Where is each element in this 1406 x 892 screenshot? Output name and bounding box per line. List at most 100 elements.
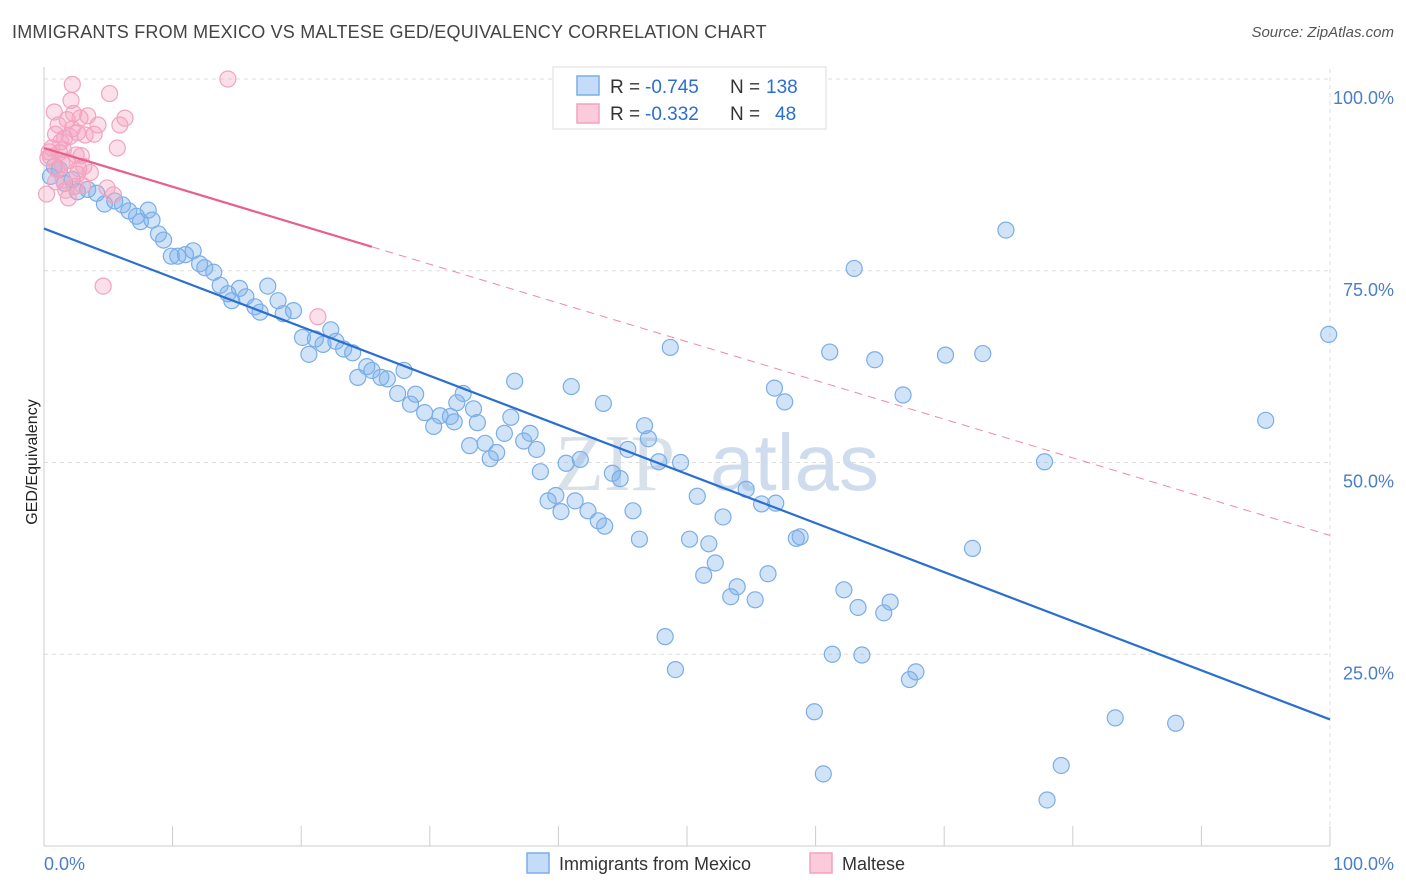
point-s0-97: [746, 591, 764, 609]
point-s0-70: [547, 486, 565, 505]
point-s0-57: [448, 394, 466, 412]
point-s0-49: [389, 384, 407, 403]
point-s0-136: [481, 450, 499, 468]
point-s1-32: [89, 116, 107, 134]
point-s0-123: [1106, 709, 1124, 727]
watermark-atlas: atlas: [710, 418, 879, 507]
point-s0-83: [635, 417, 654, 435]
stats-swatch-maltese: [576, 103, 600, 124]
stats-swatch-mexico: [576, 75, 600, 96]
point-s0-93: [714, 508, 732, 526]
point-s0-104: [666, 660, 685, 679]
point-s0-88: [680, 530, 699, 548]
point-s0-17: [154, 231, 173, 249]
point-s0-73: [566, 492, 584, 510]
point-s1-33: [94, 277, 112, 295]
stats-r-label-mexico: R =: [610, 77, 640, 98]
point-s0-134: [791, 528, 809, 546]
point-s0-124: [1167, 714, 1185, 732]
tick-labels: 25.0% 50.0% 75.0% 100.0% 0.0% 100.0%: [44, 88, 1394, 874]
point-s0-71: [552, 502, 570, 521]
point-s0-51: [401, 395, 420, 413]
point-s0-86: [661, 338, 679, 357]
point-s1-30: [81, 163, 99, 182]
point-s0-121: [1038, 791, 1056, 809]
point-s0-75: [579, 502, 597, 520]
point-s0-101: [776, 393, 794, 411]
x-tick-label-0: 0.0%: [44, 854, 85, 874]
point-s0-9: [106, 192, 124, 210]
stats-r-value-maltese: -0.332: [645, 104, 699, 125]
point-s1-46: [68, 124, 87, 142]
trend-line-s1-solid: [43, 146, 373, 248]
stats-n-value-mexico: 138: [766, 77, 798, 98]
point-s0-112: [875, 604, 893, 622]
point-s0-81: [624, 502, 642, 520]
point-s0-74: [571, 450, 589, 469]
point-s0-18: [162, 247, 180, 265]
bottom-legend: Immigrants from Mexico Maltese: [526, 852, 905, 874]
point-s0-67: [527, 440, 546, 459]
point-s0-118: [974, 344, 992, 363]
point-s0-63: [495, 424, 513, 442]
point-s0-33: [269, 292, 287, 310]
point-s1-15: [58, 111, 76, 129]
point-s0-95: [728, 578, 746, 596]
point-s0-115: [907, 663, 925, 681]
x-tick-label-1: 100.0%: [1333, 854, 1394, 874]
point-s0-84: [639, 430, 658, 448]
point-s0-23: [196, 259, 214, 277]
point-s1-5: [45, 103, 63, 121]
point-s0-77: [596, 517, 614, 535]
point-s0-35: [284, 302, 303, 320]
point-s0-107: [823, 645, 841, 663]
stats-r-label-maltese: R =: [610, 104, 640, 125]
point-s1-44: [46, 173, 65, 191]
legend-swatch-mexico: [526, 852, 550, 874]
stats-n-label-mexico: N =: [730, 77, 760, 98]
point-s0-92: [706, 554, 724, 572]
point-s0-133: [594, 394, 613, 413]
point-s1-19: [63, 75, 81, 93]
stats-legend-box: R = -0.745 N = 138 R = -0.332 N = 48: [552, 66, 827, 130]
point-s0-105: [805, 703, 823, 721]
point-s0-90: [695, 566, 713, 584]
point-s0-62: [488, 443, 506, 462]
stats-n-value-maltese: 48: [775, 104, 796, 125]
point-s0-36: [293, 328, 312, 347]
trend-layer: [43, 146, 1331, 721]
point-s0-68: [531, 463, 549, 481]
point-s0-94: [722, 588, 740, 606]
watermark: ZIP atlas: [555, 418, 879, 508]
y-tick-label-2: 75.0%: [1343, 280, 1394, 300]
point-s0-119: [997, 221, 1015, 239]
series-0: [41, 157, 1338, 809]
point-s0-54: [425, 417, 443, 436]
point-s0-113: [894, 386, 912, 404]
chart-source: Source: ZipAtlas.com: [1251, 24, 1394, 41]
point-s0-135: [464, 400, 483, 418]
series-layer: [37, 70, 1338, 809]
point-s1-40: [219, 70, 237, 88]
point-s0-99: [759, 565, 777, 583]
point-s0-72: [557, 454, 575, 472]
point-s0-122: [1052, 756, 1070, 775]
point-s0-15: [143, 211, 161, 229]
legend-label-maltese: Maltese: [842, 854, 905, 874]
point-s0-39: [314, 335, 332, 353]
point-s0-103: [656, 628, 674, 646]
point-s1-0: [37, 185, 56, 203]
point-s1-39: [116, 109, 134, 127]
legend-swatch-maltese: [809, 852, 833, 874]
y-tick-label-1: 50.0%: [1343, 472, 1394, 492]
point-s0-47: [372, 368, 390, 386]
point-s0-131: [506, 372, 524, 390]
chart-title: IMMIGRANTS FROM MEXICO VS MALTESE GED/EQ…: [12, 22, 767, 42]
point-s0-79: [611, 470, 629, 488]
point-s0-106: [814, 765, 832, 783]
point-s0-37: [300, 345, 318, 363]
point-s0-32: [259, 277, 277, 295]
stats-r-value-mexico: -0.745: [645, 77, 699, 98]
point-s0-46: [363, 361, 381, 380]
point-s0-59: [461, 437, 479, 455]
